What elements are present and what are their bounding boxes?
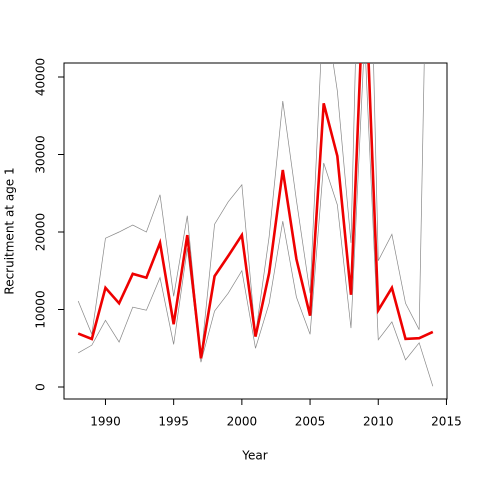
x-tick-label: 2000 (227, 415, 258, 429)
series-line (77, 63, 434, 359)
y-tick-label: 40000 (34, 58, 48, 96)
y-tick-label: 10000 (34, 290, 48, 328)
series-line (78, 63, 434, 387)
series-line (77, 63, 425, 359)
y-tick-label: 20000 (34, 213, 48, 251)
x-tick-label: 1990 (90, 415, 121, 429)
x-tick-label: 2010 (363, 415, 394, 429)
x-tick-label: 1995 (158, 415, 189, 429)
y-tick-label: 30000 (34, 135, 48, 173)
x-tick-label: 2005 (295, 415, 326, 429)
y-tick-label: 0 (34, 383, 48, 391)
x-axis-label: Year (241, 449, 267, 463)
y-axis-label: Recruitment at age 1 (3, 167, 17, 294)
x-tick-label: 2015 (431, 415, 462, 429)
